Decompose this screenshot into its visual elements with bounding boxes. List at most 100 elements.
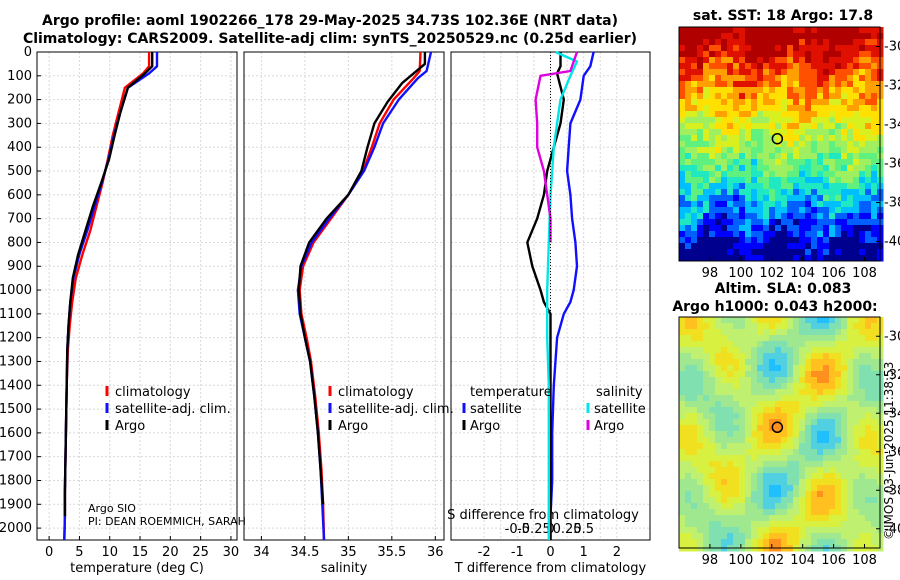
map-pixel [745, 243, 752, 250]
map-pixel [709, 413, 716, 420]
depth-tick-label: 1100 [0, 307, 32, 322]
map-pixel [835, 129, 842, 136]
map-pixel [685, 129, 692, 136]
map-pixel [793, 401, 800, 408]
map-pixel [733, 407, 740, 414]
map-pixel [775, 347, 782, 354]
map-x-tick-label: 100 [728, 266, 753, 281]
map-pixel [763, 323, 770, 330]
map-pixel [685, 329, 692, 336]
map-pixel [799, 189, 806, 196]
map-pixel [679, 455, 686, 462]
map-pixel [763, 413, 770, 420]
map-pixel [721, 419, 728, 426]
map-pixel [679, 81, 686, 88]
map-pixel [847, 449, 854, 456]
map-pixel [679, 425, 686, 432]
map-pixel [793, 183, 800, 190]
map-pixel [853, 57, 860, 64]
map-pixel [853, 407, 860, 414]
map-pixel [679, 335, 686, 342]
map-pixel [709, 389, 716, 396]
map-pixel [823, 329, 830, 336]
map-pixel [757, 401, 764, 408]
map-pixel [763, 39, 770, 46]
map-pixel [691, 237, 698, 244]
map-pixel [739, 503, 746, 510]
map-pixel [817, 323, 824, 330]
map-pixel [847, 509, 854, 516]
map-pixel [829, 365, 836, 372]
map-pixel [805, 183, 812, 190]
map-pixel [703, 407, 710, 414]
x-tick-label: 20 [162, 545, 179, 560]
map-pixel [679, 69, 686, 76]
map-pixel [865, 461, 872, 468]
map-pixel [703, 33, 710, 40]
map-pixel [787, 449, 794, 456]
map-pixel [721, 171, 728, 178]
map-pixel [811, 45, 818, 52]
map-pixel [769, 93, 776, 100]
map-pixel [763, 99, 770, 106]
map-pixel [775, 317, 782, 324]
map-pixel [739, 539, 746, 546]
map-pixel [697, 491, 704, 498]
map-pixel [763, 515, 770, 522]
map-pixel [691, 335, 698, 342]
map-pixel [805, 111, 812, 118]
map-pixel [733, 485, 740, 492]
map-pixel [811, 111, 818, 118]
map-pixel [703, 371, 710, 378]
map-pixel [805, 503, 812, 510]
map-pixel [727, 93, 734, 100]
map-pixel [853, 207, 860, 214]
map-pixel [841, 497, 848, 504]
map-pixel [709, 69, 716, 76]
map-pixel [823, 219, 830, 226]
map-pixel [691, 461, 698, 468]
argo-float-marker [771, 421, 784, 434]
map-pixel [865, 147, 872, 154]
map-pixel [679, 171, 686, 178]
map-pixel [823, 455, 830, 462]
map-pixel [793, 99, 800, 106]
map-pixel [715, 135, 722, 142]
map-pixel [817, 231, 824, 238]
map-pixel [841, 359, 848, 366]
depth-tick-label: 300 [7, 116, 32, 131]
map-pixel [853, 231, 860, 238]
map-pixel [757, 317, 764, 324]
map-pixel [859, 425, 866, 432]
map-pixel [733, 207, 740, 214]
map-pixel [793, 171, 800, 178]
map-pixel [715, 93, 722, 100]
map-pixel [769, 153, 776, 160]
map-pixel [835, 539, 842, 546]
map-pixel [793, 317, 800, 324]
map-pixel [829, 479, 836, 486]
map-pixel [751, 515, 758, 522]
map-pixel [829, 515, 836, 522]
map-pixel [679, 63, 686, 70]
map-x-tick-label: 108 [852, 553, 877, 568]
figure-title-line1: Argo profile: aoml 1902266_178 29-May-20… [42, 13, 618, 29]
map-pixel [679, 365, 686, 372]
map-pixel [745, 437, 752, 444]
map-pixel [811, 317, 818, 324]
map-pixel [793, 389, 800, 396]
map-pixel [781, 407, 788, 414]
map-pixel [745, 377, 752, 384]
map-pixel [835, 395, 842, 402]
map-pixel [841, 371, 848, 378]
map-pixel [679, 347, 686, 354]
map-pixel [847, 371, 854, 378]
map-pixel [853, 123, 860, 130]
map-pixel [817, 521, 824, 528]
map-pixel [739, 237, 746, 244]
sst-map-title: sat. SST: 18 Argo: 17.8 [692, 8, 874, 24]
map-pixel [859, 497, 866, 504]
map-pixel [865, 183, 872, 190]
map-pixel [811, 359, 818, 366]
